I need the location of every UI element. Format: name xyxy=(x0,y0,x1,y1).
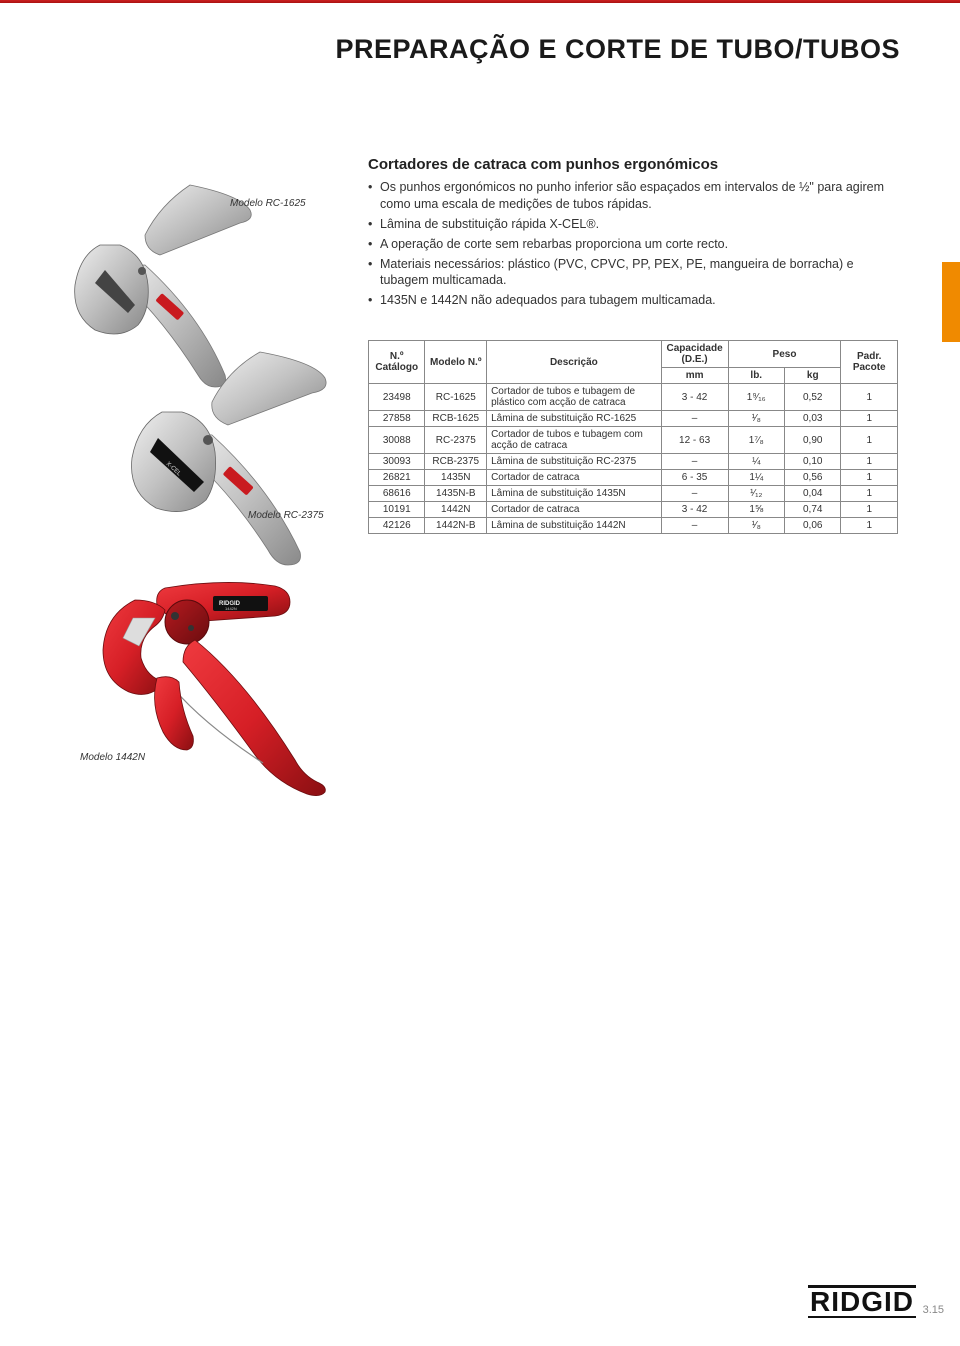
cell-lb: ¼ xyxy=(728,454,784,470)
cell-lb: 1⁹⁄₁₆ xyxy=(728,384,784,411)
cell-model: RC-1625 xyxy=(425,384,487,411)
cell-desc: Cortador de catraca xyxy=(487,470,662,486)
cell-lb: ¹⁄₁₂ xyxy=(728,486,784,502)
cell-mm: – xyxy=(661,486,728,502)
cell-pack: 1 xyxy=(841,454,898,470)
cell-pack: 1 xyxy=(841,502,898,518)
cell-lb: 1¼ xyxy=(728,470,784,486)
cell-desc: Cortador de tubos e tubagem com acção de… xyxy=(487,427,662,454)
svg-text:1442N: 1442N xyxy=(225,606,237,611)
cell-catalog: 30088 xyxy=(369,427,425,454)
th-pack: Padr. Pacote xyxy=(841,341,898,384)
cell-desc: Cortador de tubos e tubagem de plástico … xyxy=(487,384,662,411)
cell-mm: – xyxy=(661,411,728,427)
th-model: Modelo N.º xyxy=(425,341,487,384)
cell-model: RCB-1625 xyxy=(425,411,487,427)
table-row: 268211435NCortador de catraca6 - 351¼0,5… xyxy=(369,470,898,486)
table-row: 686161435N-BLâmina de substituição 1435N… xyxy=(369,486,898,502)
product-label-1442n: Modelo 1442N xyxy=(80,752,145,763)
cell-pack: 1 xyxy=(841,384,898,411)
th-kg: kg xyxy=(785,368,841,384)
cell-catalog: 10191 xyxy=(369,502,425,518)
cell-kg: 0,04 xyxy=(785,486,841,502)
table-row: 101911442NCortador de catraca3 - 421⅝0,7… xyxy=(369,502,898,518)
feature-item: Os punhos ergonómicos no punho inferior … xyxy=(368,179,898,213)
cell-catalog: 68616 xyxy=(369,486,425,502)
cell-model: RC-2375 xyxy=(425,427,487,454)
section-subtitle: Cortadores de catraca com punhos ergonóm… xyxy=(368,156,898,173)
header-rule xyxy=(0,0,960,3)
feature-item: 1435N e 1442N não adequados para tubagem… xyxy=(368,292,898,309)
cell-pack: 1 xyxy=(841,518,898,534)
cell-mm: 3 - 42 xyxy=(661,502,728,518)
spec-table: N.º Catálogo Modelo N.º Descrição Capaci… xyxy=(368,340,898,534)
cell-mm: 6 - 35 xyxy=(661,470,728,486)
th-catalog: N.º Catálogo xyxy=(369,341,425,384)
page-number: 3.15 xyxy=(923,1304,944,1316)
cell-lb: 1⅝ xyxy=(728,502,784,518)
th-capacity: Capacidade (D.E.) xyxy=(661,341,728,368)
cell-desc: Lâmina de substituição 1442N xyxy=(487,518,662,534)
cell-catalog: 26821 xyxy=(369,470,425,486)
th-weight: Peso xyxy=(728,341,841,368)
product-label-rc1625: Modelo RC-1625 xyxy=(230,198,306,209)
cell-kg: 0,90 xyxy=(785,427,841,454)
logo-text: RIDGID xyxy=(808,1285,916,1318)
table-row: 421261442N-BLâmina de substituição 1442N… xyxy=(369,518,898,534)
cell-catalog: 42126 xyxy=(369,518,425,534)
cell-desc: Lâmina de substituição RC-1625 xyxy=(487,411,662,427)
feature-item: Lâmina de substituição rápida X-CEL®. xyxy=(368,216,898,233)
content-column: Cortadores de catraca com punhos ergonóm… xyxy=(368,156,898,312)
cell-model: RCB-2375 xyxy=(425,454,487,470)
cell-kg: 0,10 xyxy=(785,454,841,470)
cell-mm: 3 - 42 xyxy=(661,384,728,411)
cell-kg: 0,56 xyxy=(785,470,841,486)
cell-mm: – xyxy=(661,518,728,534)
table-row: 30093RCB-2375Lâmina de substituição RC-2… xyxy=(369,454,898,470)
cell-lb: ¹⁄₈ xyxy=(728,411,784,427)
feature-item: Materiais necessários: plástico (PVC, CP… xyxy=(368,256,898,290)
page-title: PREPARAÇÃO E CORTE DE TUBO/TUBOS xyxy=(335,34,900,65)
cell-mm: 12 - 63 xyxy=(661,427,728,454)
feature-list: Os punhos ergonómicos no punho inferior … xyxy=(368,179,898,309)
cell-kg: 0,03 xyxy=(785,411,841,427)
th-desc: Descrição xyxy=(487,341,662,384)
cell-kg: 0,06 xyxy=(785,518,841,534)
cell-kg: 0,52 xyxy=(785,384,841,411)
table-row: 27858RCB-1625Lâmina de substituição RC-1… xyxy=(369,411,898,427)
cell-desc: Lâmina de substituição 1435N xyxy=(487,486,662,502)
cell-mm: – xyxy=(661,454,728,470)
feature-item: A operação de corte sem rebarbas proporc… xyxy=(368,236,898,253)
cell-kg: 0,74 xyxy=(785,502,841,518)
cell-catalog: 30093 xyxy=(369,454,425,470)
product-label-rc2375: Modelo RC-2375 xyxy=(248,510,324,521)
cell-pack: 1 xyxy=(841,427,898,454)
cell-pack: 1 xyxy=(841,486,898,502)
cell-lb: 1⁷⁄₈ xyxy=(728,427,784,454)
cell-lb: ¹⁄₈ xyxy=(728,518,784,534)
cell-catalog: 23498 xyxy=(369,384,425,411)
product-image-1442n: RIDGID 1442N xyxy=(95,560,345,800)
cell-model: 1442N xyxy=(425,502,487,518)
cell-desc: Lâmina de substituição RC-2375 xyxy=(487,454,662,470)
cell-pack: 1 xyxy=(841,470,898,486)
cell-model: 1435N-B xyxy=(425,486,487,502)
cell-desc: Cortador de catraca xyxy=(487,502,662,518)
table-row: 23498RC-1625Cortador de tubos e tubagem … xyxy=(369,384,898,411)
section-tab xyxy=(942,262,960,342)
th-mm: mm xyxy=(661,368,728,384)
table-row: 30088RC-2375Cortador de tubos e tubagem … xyxy=(369,427,898,454)
th-lb: lb. xyxy=(728,368,784,384)
cell-model: 1435N xyxy=(425,470,487,486)
cell-catalog: 27858 xyxy=(369,411,425,427)
brand-logo: RIDGID xyxy=(808,1285,916,1318)
product-image-rc2375: X-CEL xyxy=(110,340,360,570)
cell-pack: 1 xyxy=(841,411,898,427)
cell-model: 1442N-B xyxy=(425,518,487,534)
